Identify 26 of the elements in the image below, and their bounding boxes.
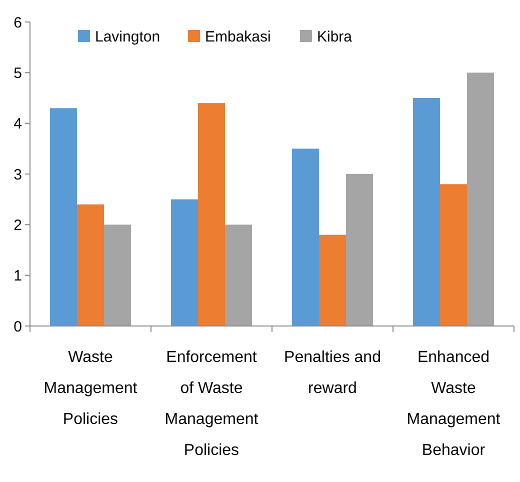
bar xyxy=(170,199,198,326)
x-tick-label: Waste Management Policies xyxy=(44,349,138,428)
bar xyxy=(76,204,104,326)
x-tick-label: Penalties and reward xyxy=(284,349,381,397)
y-tick-label: 1 xyxy=(14,268,22,285)
bar xyxy=(318,234,346,326)
y-tick-label: 6 xyxy=(14,14,22,32)
y-tick-label: 5 xyxy=(14,64,22,82)
legend-label: Lavington xyxy=(95,28,160,46)
bar xyxy=(225,224,252,326)
y-tick-label: 3 xyxy=(14,166,22,184)
bar xyxy=(104,224,132,326)
bar xyxy=(467,72,494,326)
bar xyxy=(50,108,77,326)
bar xyxy=(292,148,319,326)
legend-label: Embakasi xyxy=(205,28,271,46)
y-tick-label: 0 xyxy=(14,318,22,336)
bar xyxy=(440,184,468,326)
bar xyxy=(198,103,226,326)
bar xyxy=(346,174,374,326)
y-tick-label: 4 xyxy=(14,116,22,133)
bar xyxy=(412,98,440,326)
y-tick-label: 2 xyxy=(14,216,22,234)
x-tick-label: Enforcement of Waste Management Policies xyxy=(164,349,259,459)
legend-label: Kibra xyxy=(317,28,353,46)
x-tick-label: Enhanced Waste Management Behavior xyxy=(406,349,501,459)
